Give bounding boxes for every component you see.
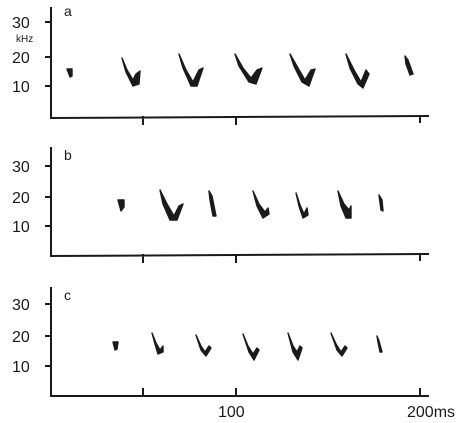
y-tick-label: 30 — [12, 159, 30, 176]
y-axis — [45, 147, 52, 257]
y-tick-label: 20 — [12, 50, 30, 67]
call-mark — [404, 55, 414, 76]
panel-c: c 30 20 10 — [12, 287, 429, 397]
y-tick-label: 10 — [12, 219, 30, 236]
panel-label: b — [64, 147, 72, 163]
call-mark — [195, 334, 212, 357]
call-mark — [376, 335, 383, 353]
call-mark — [208, 190, 217, 217]
y-tick-label: 10 — [12, 359, 30, 376]
y-tick-label: 30 — [12, 297, 30, 314]
panel-b: b 30 20 10 — [12, 147, 430, 263]
y-axis — [45, 287, 52, 397]
y-axis — [45, 7, 52, 119]
y-tick-label: 30 — [12, 15, 30, 32]
panel-label: c — [64, 287, 71, 303]
x-axis — [49, 114, 430, 125]
x-tick-label: 100 — [218, 404, 245, 421]
y-tick-label: 20 — [12, 329, 30, 346]
y-tick-label: 20 — [12, 190, 30, 207]
panel-a: a kHz 30 20 10 — [12, 3, 430, 125]
call-mark — [159, 189, 184, 221]
x-tick-label: 200ms — [407, 404, 455, 421]
call-mark — [330, 332, 348, 357]
call-mark — [289, 53, 316, 87]
call-mark — [287, 332, 303, 361]
call-mark — [112, 341, 119, 351]
call-sequence — [112, 332, 383, 361]
call-mark — [178, 53, 204, 87]
call-sequence — [117, 189, 384, 221]
call-mark — [378, 194, 384, 212]
call-mark — [117, 199, 125, 212]
y-tick-label: 10 — [12, 79, 30, 96]
call-mark — [234, 53, 263, 85]
y-unit-label: kHz — [16, 34, 33, 45]
call-mark — [345, 53, 370, 89]
call-mark — [151, 332, 164, 355]
call-mark — [66, 68, 73, 78]
x-axis — [49, 252, 430, 263]
panel-label: a — [64, 3, 72, 19]
x-axis — [50, 388, 429, 397]
call-mark — [242, 333, 260, 361]
call-mark — [121, 57, 141, 87]
call-sequence — [66, 53, 414, 89]
call-mark — [337, 190, 352, 219]
call-mark — [252, 190, 270, 219]
call-mark — [295, 192, 309, 219]
